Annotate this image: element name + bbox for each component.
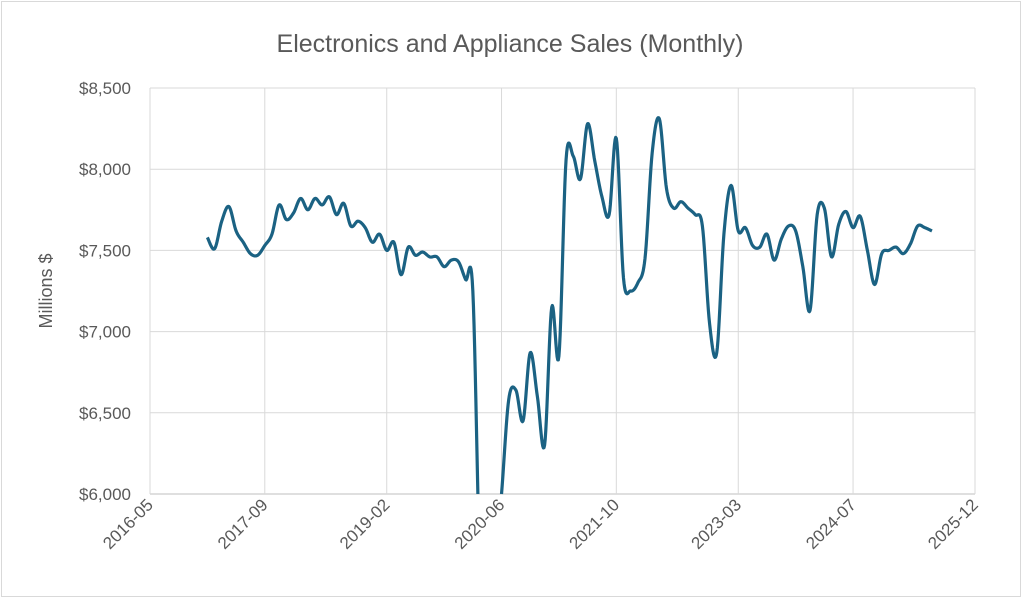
- y-tick-label: $8,000: [79, 160, 131, 179]
- x-tick-label: 2023-03: [688, 495, 746, 553]
- x-tick-label: 2017-09: [214, 495, 272, 553]
- y-axis-title: Millions $: [36, 253, 56, 328]
- x-tick-label: 2020-06: [451, 495, 509, 553]
- y-tick-label: $7,000: [79, 323, 131, 342]
- y-tick-label: $6,500: [79, 404, 131, 423]
- y-tick-label: $6,000: [79, 485, 131, 504]
- y-tick-label: $8,500: [79, 79, 131, 98]
- x-tick-label: 2021-10: [566, 495, 624, 553]
- x-tick-label: 2024-07: [802, 495, 860, 553]
- x-tick-label: 2019-02: [336, 495, 394, 553]
- x-tick-label: 2025-12: [924, 495, 982, 553]
- chart-title: Electronics and Appliance Sales (Monthly…: [277, 30, 744, 58]
- y-tick-label: $7,500: [79, 241, 131, 260]
- series-line: [205, 116, 934, 495]
- x-tick-label: 2016-05: [99, 495, 157, 553]
